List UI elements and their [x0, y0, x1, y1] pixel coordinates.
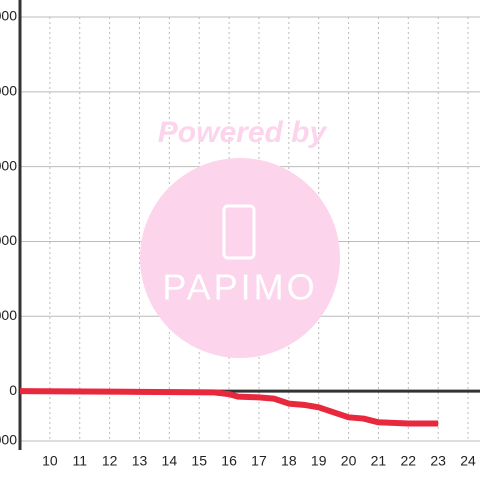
y-tick-label: 30,000	[0, 307, 17, 323]
x-tick-label: 22	[401, 453, 417, 469]
y-tick-label: 90,000	[0, 157, 17, 173]
y-tick-label: 60,000	[0, 232, 17, 248]
x-tick-label: 19	[311, 453, 327, 469]
x-tick-label: 24	[460, 453, 476, 469]
x-tick-label: 14	[162, 453, 178, 469]
data-line	[19, 388, 439, 427]
watermark-logo: PAPIMO	[162, 267, 317, 308]
y-tick-label: -20,000	[0, 432, 17, 448]
x-tick-label: 20	[341, 453, 357, 469]
x-tick-label: 15	[191, 453, 207, 469]
y-tick-label: 150,000	[0, 8, 17, 24]
x-tick-label: 17	[251, 453, 267, 469]
x-tick-label: 13	[132, 453, 148, 469]
watermark-title: Powered by	[158, 116, 328, 149]
watermark-icon	[222, 204, 256, 260]
y-tick-label: 120,000	[0, 83, 17, 99]
x-tick-label: 11	[72, 453, 87, 469]
y-tick-label: 0	[9, 382, 17, 398]
x-tick-label: 10	[42, 453, 58, 469]
x-tick-label: 23	[430, 453, 446, 469]
x-tick-label: 12	[102, 453, 118, 469]
x-tick-label: 21	[371, 453, 387, 469]
x-tick-label: 16	[221, 453, 237, 469]
x-tick-label: 18	[281, 453, 297, 469]
